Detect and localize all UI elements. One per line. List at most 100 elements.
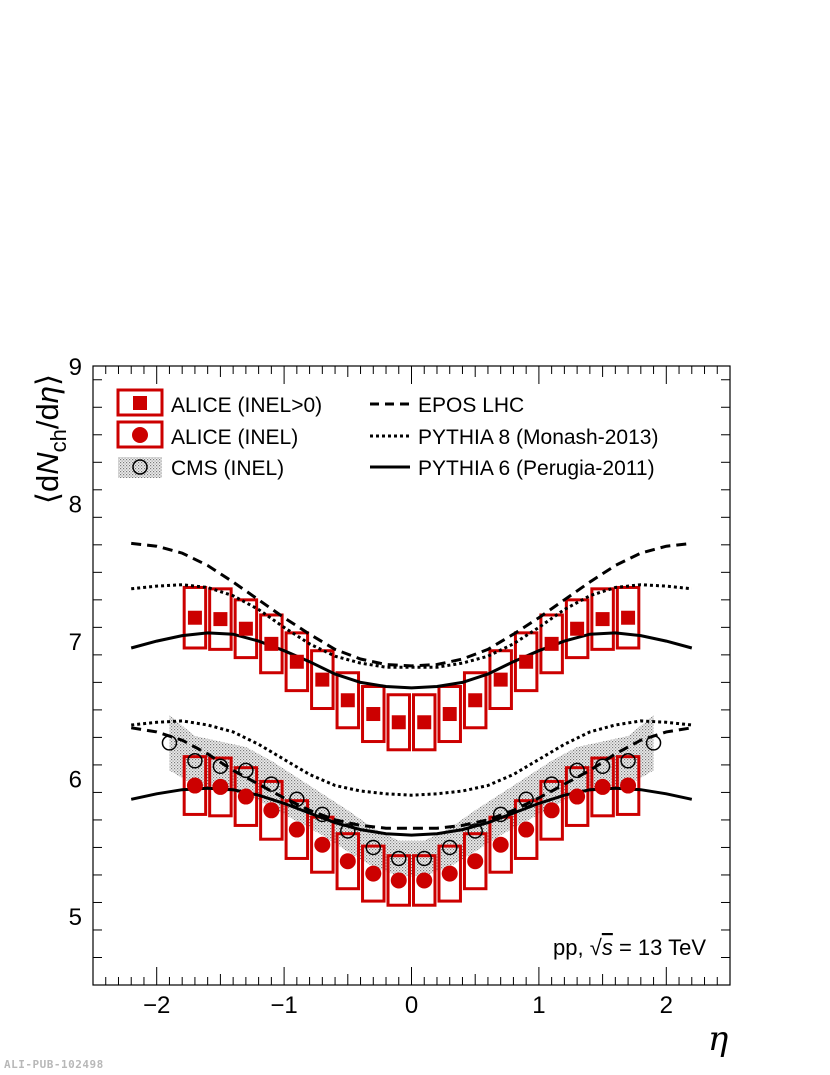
alice-inel-data-point (594, 778, 611, 795)
alice-inel0-data-point (544, 636, 559, 651)
alice-inel-data-point (492, 836, 509, 853)
alice-inel0-data-point (519, 654, 534, 669)
alice-inel-syst-box (259, 779, 284, 841)
x-tick-label: 1 (532, 992, 545, 1019)
y-axis-N: N (30, 452, 65, 475)
y-tick-label: 8 (69, 492, 82, 519)
alice-inel-syst-box (513, 799, 539, 860)
alice-inel0-syst-box (335, 671, 361, 730)
alice-inel-syst-box (182, 755, 208, 816)
cms-uncertainty-band (169, 715, 654, 877)
alice-inel-data-point (263, 802, 280, 819)
alice-inel-data-point (620, 777, 637, 794)
alice-inel-data-point (237, 788, 254, 805)
alice-inel0-data-point (315, 672, 330, 687)
legend-cms-marker (132, 459, 148, 475)
alice-inel-syst-box (539, 779, 564, 841)
alice-inel-syst-box (412, 854, 437, 907)
publication-id: ALI-PUB-102498 (4, 1058, 104, 1071)
alice-inel0-data-point (366, 707, 381, 722)
annotation-sqrt: √ (590, 935, 603, 960)
alice-inel0-data-point (468, 693, 483, 708)
cms-data-point (340, 823, 356, 839)
epos-lhc-curve-inel0 (131, 541, 692, 668)
tick-labels: −2 −1 0 1 2 5 6 7 8 9 (69, 354, 673, 1019)
cms-data-point (365, 839, 382, 856)
alice-inel-data-point (543, 802, 560, 819)
alice-inel0-data-point (213, 612, 228, 627)
alice-inel0-data-point (238, 621, 253, 636)
x-tick-label: 2 (660, 992, 673, 1019)
cms-data-point (620, 753, 636, 769)
legend-alice-inel-box (116, 420, 164, 449)
alice-inel0-data-point (340, 693, 355, 708)
cms-data-point (391, 850, 407, 867)
alice-inel0-syst-box (437, 685, 462, 744)
y-axis-eta: η (30, 386, 65, 403)
data-points-layer (161, 610, 662, 889)
y-axis-sub: ch (46, 429, 71, 452)
y-tick-label: 7 (69, 629, 82, 656)
cms-data-point (645, 735, 662, 751)
alice-inel-data-point (288, 821, 305, 838)
alice-inel-data-point (569, 788, 586, 805)
alice-inel-syst-box (284, 799, 310, 860)
x-tick-label: 0 (405, 992, 418, 1019)
alice-inel0-syst-box (462, 671, 488, 730)
alice-inel-data-point (212, 778, 229, 795)
pythia-8-monash-2013-curve-inel0 (131, 583, 692, 669)
energy-annotation: pp, √s = 13 TeV (553, 935, 706, 960)
cms-band-layer (169, 715, 654, 877)
cms-data-point (441, 839, 458, 856)
annotation-s: s (602, 935, 613, 960)
alice-inel-data-point (186, 777, 203, 794)
cms-data-point (416, 850, 432, 867)
alice-inel-syst-box (386, 854, 411, 907)
alice-inel0-syst-box (310, 649, 335, 711)
y-tick-label: 9 (69, 354, 82, 381)
legend-alice-inel-label: ALICE (INEL) (171, 426, 298, 449)
alice-inel0-data-point (442, 707, 457, 722)
alice-inel0-data-point (187, 610, 202, 625)
alice-inel-syst-box (233, 766, 259, 827)
pythia-8-monash-2013-curve-inel (131, 719, 692, 797)
legend-pythia6-label: PYTHIA 6 (Perugia-2011) (418, 457, 655, 480)
cms-data-point (314, 806, 331, 823)
alice-inel-syst-box (462, 832, 488, 891)
alice-inel-data-point (390, 872, 407, 889)
legend-cms-band (118, 457, 162, 478)
y-tick-label: 5 (69, 904, 82, 931)
alice-inel-data-point (467, 853, 484, 870)
x-tick-label: −2 (143, 992, 170, 1019)
alice-inel0-syst-box (564, 598, 590, 660)
legend-pythia8-label: PYTHIA 8 (Monash-2013) (418, 426, 658, 449)
y-tick-label: 6 (69, 767, 82, 794)
pythia-6-perugia-2011-curve-inel0 (130, 631, 693, 690)
alice-inel-data-point (416, 872, 433, 889)
alice-inel0-syst-box (386, 693, 411, 752)
alice-inel-data-point (339, 853, 356, 870)
cms-data-point (187, 753, 203, 769)
alice-inel0-data-point (595, 612, 610, 627)
alice-inel-syst-box (361, 844, 386, 903)
alice-inel-syst-box (615, 755, 641, 816)
alice-inel-syst-box (335, 832, 361, 891)
cms-data-point (543, 776, 560, 792)
alice-inel0-data-point (391, 715, 406, 730)
alice-inel-data-point (518, 821, 535, 838)
alice-inel0-data-point (417, 715, 432, 730)
cms-data-point (263, 776, 280, 792)
y-axis-title: ⟨dNch/dη⟩ (30, 374, 71, 504)
legend-alice-inel0-label: ALICE (INEL>0) (171, 394, 322, 417)
y-axis-close: ⟩ (30, 374, 65, 386)
x-axis-title: η (708, 1019, 729, 1059)
annotation-pp: pp, (553, 935, 590, 960)
alice-inel0-syst-box (590, 587, 615, 651)
cms-data-point (467, 823, 483, 839)
alice-inel0-syst-box (539, 613, 564, 675)
legend-epos-label: EPOS LHC (418, 394, 524, 417)
alice-inel-data-point (441, 865, 458, 882)
alice-inel-syst-box (564, 766, 590, 827)
alice-inel-data-point (365, 865, 382, 882)
